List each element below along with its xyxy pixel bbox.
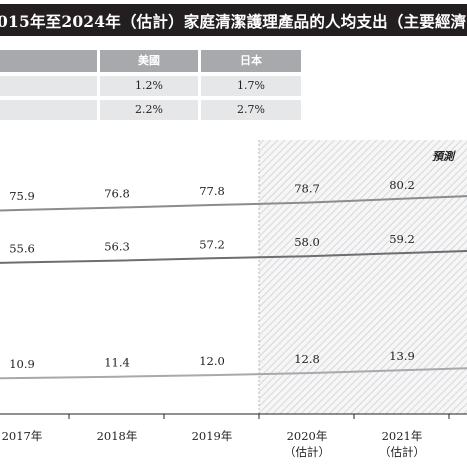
x-tick-label: 2021年（估計） <box>379 429 425 459</box>
data-label: 76.8 <box>104 187 130 201</box>
forecast-region <box>259 140 467 414</box>
data-label: 13.9 <box>389 349 415 363</box>
data-label: 55.6 <box>9 241 35 255</box>
table-row-2-usa: 2.2% <box>100 100 198 120</box>
data-label: 12.0 <box>199 354 225 368</box>
table-row-1-label <box>0 76 97 96</box>
data-label: 80.2 <box>389 178 415 192</box>
data-label: 78.7 <box>294 182 320 196</box>
x-tick-label: 2019年 <box>192 429 233 443</box>
data-label: 56.3 <box>104 240 130 254</box>
table-header-cell <box>0 50 97 72</box>
title-bar: 2015年至2024年（估計）家庭清潔護理產品的人均支出（主要經濟體 <box>0 4 467 36</box>
x-tick-label: 2020年（估計） <box>284 429 330 459</box>
table-row-1-usa: 1.2% <box>100 76 198 96</box>
chart-title: 2015年至2024年（估計）家庭清潔護理產品的人均支出（主要經濟體 <box>0 12 467 31</box>
series-layer <box>0 195 467 380</box>
data-labels: 75.9 76.8 77.8 78.7 80.2 55.6 56.3 57.2 58.0 59.2… <box>9 178 415 371</box>
data-label: 75.9 <box>9 189 35 203</box>
x-tick-label: 2018年 <box>97 429 138 443</box>
series-line-3 <box>0 367 467 380</box>
data-label: 58.0 <box>294 235 320 249</box>
table-row-2-japan: 2.7% <box>201 100 301 120</box>
data-label: 77.8 <box>199 184 225 198</box>
data-label: 59.2 <box>389 232 415 246</box>
data-label: 10.9 <box>9 357 35 371</box>
table-row-2-label <box>0 100 97 120</box>
table-header-usa: 美國 <box>100 50 198 72</box>
forecast-label: 預測 <box>432 150 456 163</box>
x-axis-ticks: 2017年 2018年 2019年 2020年（估計） 2021年（估計） <box>2 414 450 459</box>
series-line-1 <box>0 195 467 212</box>
table-row-1-japan: 1.7% <box>201 76 301 96</box>
data-label: 12.8 <box>294 352 320 366</box>
data-label: 57.2 <box>199 237 225 251</box>
data-label: 11.4 <box>104 356 130 370</box>
x-tick-label: 2017年 <box>2 429 43 443</box>
series-line-2 <box>0 249 467 264</box>
table-header-japan: 日本 <box>201 50 301 72</box>
